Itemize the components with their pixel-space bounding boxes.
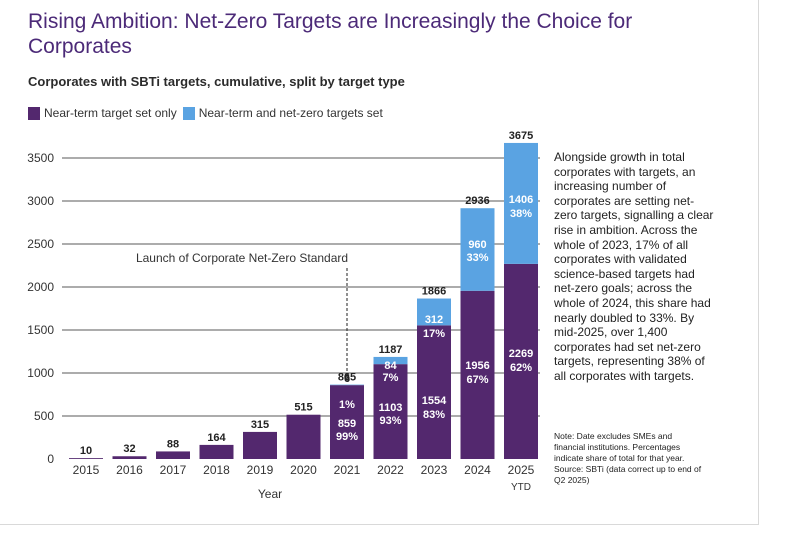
segment-pct-label: 38% [510, 208, 532, 220]
bar-net-zero [417, 298, 451, 326]
x-tick-label: 2021 [334, 463, 361, 477]
segment-value-label: 1406 [509, 194, 533, 206]
segment-pct-label: 1% [339, 399, 355, 411]
segment-value-label: 1554 [422, 395, 447, 407]
bar-near-term [330, 385, 364, 459]
segment-value-label: 312 [425, 314, 443, 326]
bar-near-term [504, 263, 538, 459]
bar-total-label: 1866 [422, 286, 446, 298]
segment-pct-label: 7% [383, 372, 399, 384]
segment-value-label: 859 [338, 418, 356, 430]
x-tick-label: 2023 [421, 463, 448, 477]
bar-net-zero [373, 356, 408, 365]
bar-net-zero [504, 142, 538, 264]
x-tick-label: 2016 [116, 463, 143, 477]
bar-near-term [417, 325, 451, 459]
chart-legend: Near-term target set only Near-term and … [28, 106, 389, 120]
segment-value-label: 6 [344, 373, 350, 385]
segment-pct-label: 93% [379, 415, 401, 427]
x-tick-sublabel: YTD [511, 482, 531, 493]
bar-total-label: 1187 [379, 344, 403, 356]
legend-item-net-zero: Near-term and net-zero targets set [182, 106, 383, 120]
segment-pct-label: 62% [510, 362, 532, 374]
bar-total-label: 32 [123, 443, 135, 455]
bar-total-label: 315 [251, 419, 269, 431]
segment-pct-label: 99% [336, 431, 358, 443]
x-tick-label: 2017 [160, 463, 187, 477]
y-tick-label: 3500 [27, 151, 54, 165]
y-tick-label: 2000 [27, 280, 54, 294]
bar-total-label: 10 [80, 445, 92, 457]
legend-swatch-net-zero [182, 106, 195, 120]
segment-pct-label: 83% [423, 409, 445, 421]
x-tick-label: 2024 [464, 463, 491, 477]
bar-net-zero [330, 384, 364, 386]
segment-value-label: 2269 [509, 348, 533, 360]
bar-near-term [373, 364, 408, 459]
segment-pct-label: 67% [466, 374, 488, 386]
bar-total-label: 515 [294, 402, 312, 414]
y-tick-label: 0 [47, 452, 54, 466]
legend-label-near-term: Near-term target set only [44, 106, 177, 120]
segment-pct-label: 17% [423, 328, 445, 340]
y-tick-label: 1500 [27, 323, 54, 337]
x-tick-label: 2022 [377, 463, 404, 477]
y-tick-label: 500 [34, 409, 54, 423]
bar-near-term [69, 458, 103, 459]
x-tick-label: 2018 [203, 463, 230, 477]
bar-near-term [112, 456, 147, 459]
bar-near-term [199, 444, 234, 459]
y-tick-label: 1000 [27, 366, 54, 380]
bar-near-term [460, 290, 495, 459]
chart-subtitle: Corporates with SBTi targets, cumulative… [28, 74, 405, 89]
page-title: Rising Ambition: Net-Zero Targets are In… [28, 10, 633, 58]
segment-value-label: 84 [384, 360, 397, 372]
x-tick-label: 2015 [73, 463, 100, 477]
bar-near-term [243, 431, 277, 459]
side-commentary: Alongside growth in total corporates wit… [554, 150, 714, 383]
segment-pct-label: 33% [466, 252, 488, 264]
y-tick-label: 3000 [27, 194, 54, 208]
bar-total-label: 164 [207, 432, 226, 444]
bar-total-label: 88 [167, 438, 179, 450]
bar-total-label: 3675 [509, 130, 533, 142]
x-tick-label: 2020 [290, 463, 317, 477]
legend-swatch-near-term [28, 106, 40, 120]
bar-total-label: 2936 [465, 195, 489, 207]
legend-label-net-zero: Near-term and net-zero targets set [198, 106, 383, 120]
legend-item-near-term: Near-term target set only [28, 106, 177, 120]
x-tick-label: 2019 [247, 463, 274, 477]
y-tick-label: 2500 [27, 237, 54, 251]
x-axis-title: Year [258, 487, 282, 501]
bar-total-label: 865 [338, 372, 356, 384]
segment-value-label: 1103 [379, 402, 403, 414]
segment-value-label: 1956 [465, 360, 489, 372]
bar-near-term [156, 451, 190, 459]
segment-value-label: 960 [468, 239, 486, 251]
annotation-text: Launch of Corporate Net-Zero Standard [136, 251, 348, 265]
x-tick-label: 2025 [508, 463, 535, 477]
bar-near-term [286, 414, 321, 459]
bar-net-zero [460, 208, 495, 291]
source-note: Note: Date excludes SMEs and financial i… [554, 431, 702, 485]
